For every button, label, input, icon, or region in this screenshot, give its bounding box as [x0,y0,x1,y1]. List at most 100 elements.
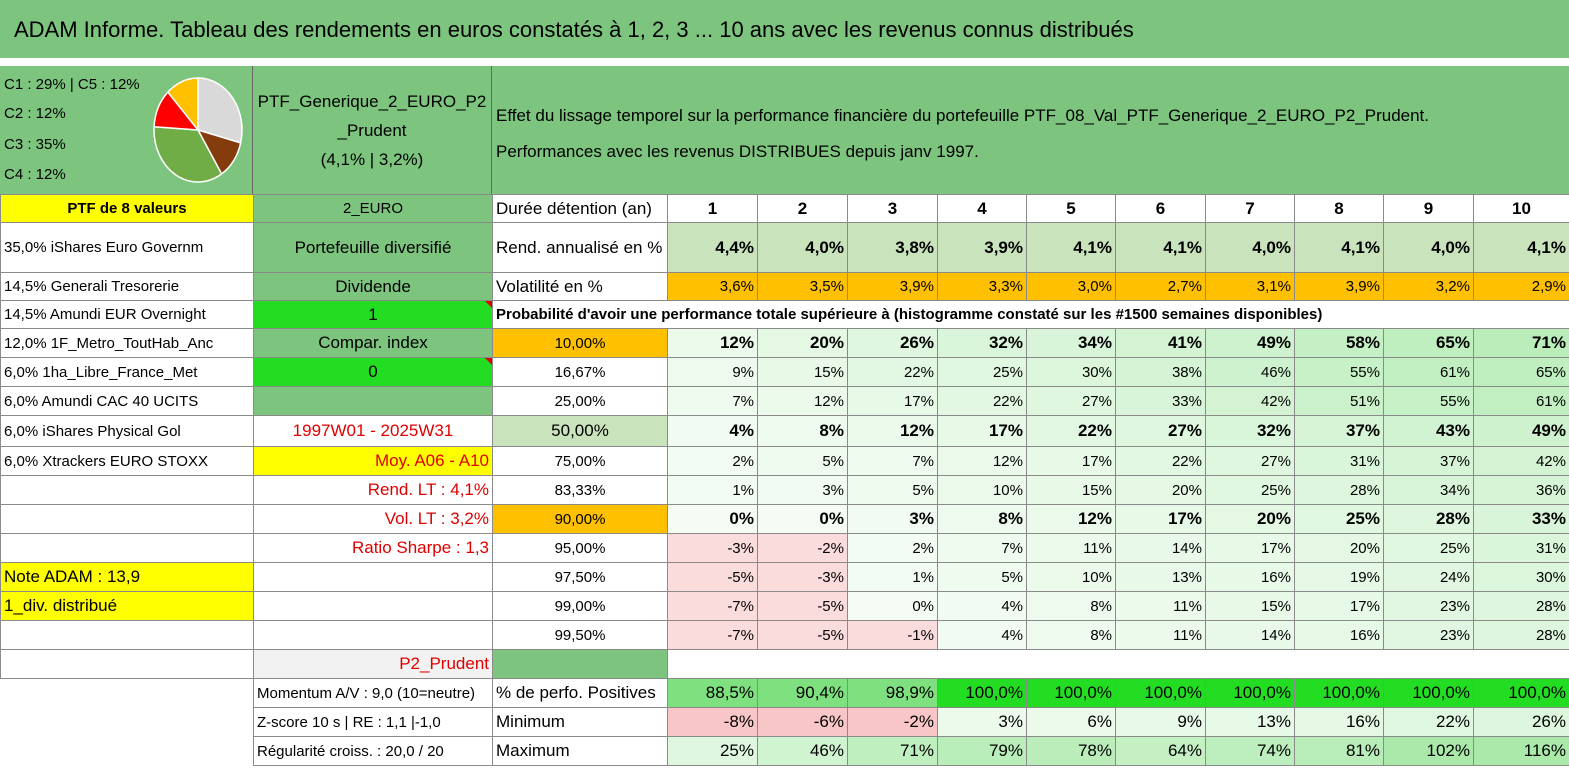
empty-cell [492,649,668,679]
indicator-label: Momentum A/V : 9,0 (10=neutre) [253,678,493,708]
allocation-line: C1 : 29% | C5 : 12% [4,76,140,93]
allocation-line: C3 : 35% [4,136,66,153]
summary-value: 78% [1026,736,1116,766]
summary-value: 74% [1205,736,1295,766]
annual-return-value: 3,8% [847,222,938,273]
allocation-line: C4 : 12% [4,166,66,183]
year-header: 1 [667,194,758,223]
probability-value: 28% [1473,591,1569,621]
probability-value: 10% [1026,562,1116,592]
probability-value: 22% [1026,415,1116,447]
pie-slice-c5 [166,77,199,133]
stat-label: Compar. index [253,328,493,358]
probability-value: 8% [937,504,1027,534]
portfolio-stats: (4,1% | 3,2%) [320,149,424,169]
probability-value: 31% [1294,446,1384,476]
probability-value: 30% [1026,357,1116,387]
annual-return-value: 4,0% [757,222,848,273]
probability-value: 19% [1294,562,1384,592]
summary-value: 102% [1383,736,1474,766]
probability-value: 23% [1383,620,1474,650]
probability-value: 22% [847,357,938,387]
probability-value: 55% [1294,357,1384,387]
probability-value: 28% [1294,475,1384,505]
threshold-value: 16,67% [492,357,668,387]
threshold-value: 75,00% [492,446,668,476]
table-row: P2_Prudent [0,649,1569,679]
probability-value: -2% [757,533,848,563]
volatility-value: 2,7% [1115,272,1206,301]
summary-value: -2% [847,707,938,737]
probability-value: 49% [1473,415,1569,447]
probability-value: 1% [667,475,758,505]
year-header: 8 [1294,194,1384,223]
probability-value: 12% [667,328,758,358]
probability-value: 1% [847,562,938,592]
stat-label: Vol. LT : 3,2% [253,504,493,534]
probability-caption: Probabilité d'avoir une performance tota… [492,300,1569,329]
stat-label [253,386,493,416]
holding-label: 1_div. distribué [0,591,254,621]
probability-value: 58% [1294,328,1384,358]
probability-value: 0% [667,504,758,534]
probability-value: 8% [1026,620,1116,650]
probability-value: 15% [757,357,848,387]
year-header: 6 [1115,194,1206,223]
year-header: 10 [1473,194,1569,223]
probability-value: 42% [1473,446,1569,476]
summary-value: 100,0% [1026,678,1116,708]
empty-cell [1,737,254,766]
volatility-value: 3,6% [667,272,758,301]
probability-value: 41% [1115,328,1206,358]
summary-value: -8% [667,707,758,737]
summary-value: 25% [667,736,758,766]
annual-return-value: 4,1% [1115,222,1206,273]
holding-label: 6,0% 1ha_Libre_France_Met [0,357,254,387]
summary-value: 26% [1473,707,1569,737]
probability-value: 32% [1205,415,1295,447]
probability-value: 12% [847,415,938,447]
probability-value: 5% [847,475,938,505]
probability-value: -5% [667,562,758,592]
probability-value: -7% [667,620,758,650]
stat-label [253,562,493,592]
profile-label: P2_Prudent [253,649,493,679]
probability-value: 28% [1383,504,1474,534]
probability-value: -5% [757,620,848,650]
probability-value: 27% [1205,446,1295,476]
probability-value: 11% [1115,620,1206,650]
summary-value: 100,0% [1205,678,1295,708]
threshold-value: 99,00% [492,591,668,621]
probability-value: 33% [1473,504,1569,534]
probability-value: 11% [1026,533,1116,563]
probability-value: 27% [1115,415,1206,447]
probability-value: 55% [1383,386,1474,416]
table-row: Z-score 10 s | RE : 1,1 |-1,0 Minimum -8% -… [1,707,1569,737]
probability-value: 25% [937,357,1027,387]
table-row: Régularité croiss. : 20,0 / 20 Maximum 25%… [1,736,1569,766]
threshold-value: 90,00% [492,504,668,534]
annual-return-value: 4,1% [1026,222,1116,273]
volatility-value: 3,1% [1205,272,1295,301]
probability-value: 5% [757,446,848,476]
year-header: 4 [937,194,1027,223]
probability-value: 61% [1383,357,1474,387]
probability-value: 15% [1205,591,1295,621]
summary-value: 64% [1115,736,1206,766]
probability-value: 22% [937,386,1027,416]
probability-value: 23% [1383,591,1474,621]
volatility-value: 3,5% [757,272,848,301]
probability-value: 10% [937,475,1027,505]
volatility-label: Volatilité en % [492,272,668,301]
volatility-value: 3,0% [1026,272,1116,301]
holding-label [0,504,254,534]
threshold-value: 25,00% [492,386,668,416]
threshold-value: 50,00% [492,415,668,447]
description: Effet du lissage temporel sur la perform… [492,66,1569,194]
allocation-line: C2 : 12% [4,105,66,122]
probability-value: 46% [1205,357,1295,387]
volatility-value: 3,9% [847,272,938,301]
table-row: 6,0% 1ha_Libre_France_Met 0 16,67% 9% 15% 22%… [0,357,1569,387]
probability-value: 49% [1205,328,1295,358]
